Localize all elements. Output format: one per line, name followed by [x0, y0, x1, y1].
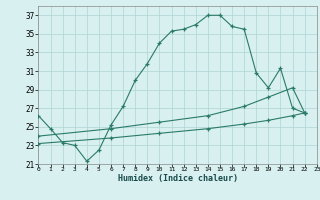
- X-axis label: Humidex (Indice chaleur): Humidex (Indice chaleur): [118, 174, 238, 183]
